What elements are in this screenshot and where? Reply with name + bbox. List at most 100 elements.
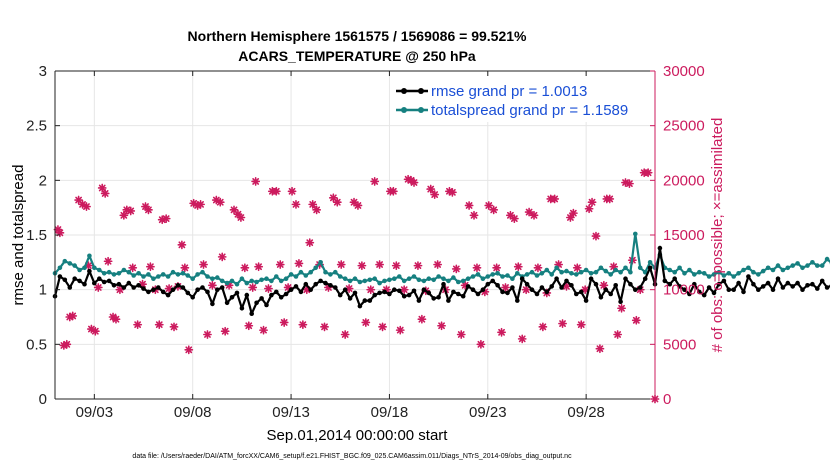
totalspread-point [475, 272, 481, 277]
totalspread-point [362, 278, 368, 284]
obs-marker-stroke [614, 331, 622, 338]
totalspread-point [756, 272, 761, 277]
obs-marker-stroke [129, 264, 137, 272]
obs-marker-stroke [367, 286, 375, 294]
totalspread-point [549, 272, 554, 277]
totalspread-point [456, 279, 461, 285]
obs-marker-stroke [573, 264, 581, 272]
y-tick-label-right: 0 [663, 391, 671, 408]
totalspread-point [751, 269, 756, 275]
obs-marker-stroke [101, 190, 109, 197]
totalspread-point [495, 271, 500, 276]
legend-rmse-label: rmse grand pr = 1.0013 [431, 83, 587, 100]
totalspread-point [264, 276, 269, 282]
rmse-point [608, 291, 613, 297]
obs-marker-stroke [473, 264, 481, 272]
totalspread-point [554, 265, 559, 271]
totalspread-point [633, 231, 638, 237]
obs-marker [65, 312, 75, 322]
obs-marker-stroke [418, 315, 426, 323]
totalspread-point [131, 273, 136, 278]
y-tick-label-left: 0.5 [26, 336, 47, 353]
rmse-point [274, 289, 279, 295]
totalspread-point [392, 276, 397, 282]
obs-marker [154, 320, 164, 330]
rmse-point [372, 292, 378, 298]
obs-marker-stroke [225, 281, 233, 289]
obs-marker-stroke [371, 178, 379, 185]
y-tick-label-left: 3 [39, 63, 47, 80]
rmse-point [377, 290, 382, 296]
obs-marker [572, 263, 582, 273]
obs-marker-stroke [567, 214, 574, 221]
rmse-point [593, 281, 599, 287]
rmse-point [116, 281, 122, 287]
rmse-point [62, 277, 68, 283]
obs-marker-stroke [434, 261, 442, 268]
rmse-point [756, 287, 761, 293]
totalspread-point [170, 269, 176, 275]
obs-marker-stroke [83, 203, 90, 210]
obs-marker-stroke [145, 206, 152, 214]
obs-marker-stroke [237, 214, 245, 221]
obs-marker [599, 280, 609, 290]
totalspread-point [618, 269, 623, 275]
rmse-point [239, 306, 245, 311]
obs-marker-stroke [216, 198, 224, 206]
obs-marker-stroke [461, 281, 469, 289]
rmse-point [633, 287, 638, 293]
obs-marker [562, 281, 571, 291]
obs-marker-stroke [306, 239, 314, 247]
totalspread-point [239, 276, 245, 282]
y-tick-label-right: 10000 [663, 282, 705, 299]
obs-marker-stroke [414, 262, 422, 270]
obs-marker [336, 260, 346, 269]
rmse-point [323, 280, 328, 286]
totalspread-point [82, 265, 87, 271]
obs-marker-stroke [197, 200, 204, 208]
obs-marker-stroke [104, 257, 112, 265]
totalspread-point [136, 271, 141, 276]
obs-marker-stroke [470, 211, 478, 219]
totalspread-point [819, 263, 825, 268]
obs-marker [366, 285, 376, 295]
obs-marker [259, 325, 268, 335]
rmse-point [283, 291, 289, 297]
obs-marker [111, 314, 121, 324]
y-tick-label-right: 20000 [663, 172, 705, 189]
totalspread-point [318, 260, 323, 265]
obs-marker-stroke [309, 200, 317, 208]
totalspread-point [726, 271, 732, 276]
totalspread-point [775, 263, 781, 268]
obs-marker [631, 315, 641, 325]
obs-marker [275, 260, 285, 269]
rmse-point [111, 283, 117, 288]
obs-marker-stroke [644, 169, 652, 177]
obs-marker [489, 205, 499, 215]
rmse-point [741, 289, 746, 295]
rmse-point [431, 296, 437, 301]
rmse-point [185, 290, 191, 296]
obs-marker-stroke [313, 206, 321, 214]
obs-marker-stroke [98, 184, 106, 192]
totalspread-point [249, 278, 254, 284]
totalspread-point [210, 276, 215, 282]
rmse-point [800, 287, 805, 293]
obs-marker-stroke [280, 319, 288, 326]
rmse-point [505, 290, 510, 296]
obs-marker [357, 261, 367, 271]
obs-marker-stroke [530, 211, 538, 219]
obs-marker-stroke [249, 284, 257, 291]
obs-marker [146, 262, 155, 272]
obs-marker [550, 194, 560, 204]
obs-marker [456, 330, 466, 339]
rmse-point [780, 285, 786, 290]
obs-marker [472, 263, 482, 273]
totalspread-point [677, 265, 682, 271]
rmse-point [298, 289, 304, 295]
obs-marker-stroke [477, 340, 485, 348]
obs-marker-stroke [299, 321, 307, 329]
totalspread-point [470, 274, 476, 279]
obs-marker [513, 262, 523, 272]
obs-marker [529, 210, 539, 220]
